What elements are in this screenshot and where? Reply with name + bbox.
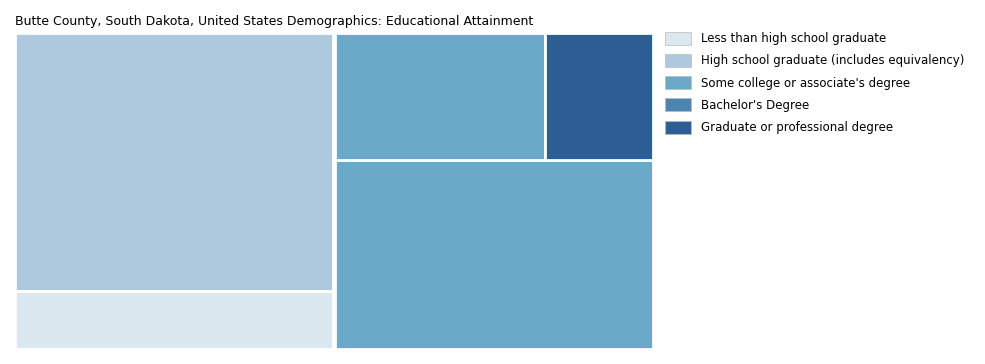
- Bar: [335, 33, 546, 159]
- Bar: [15, 33, 333, 290]
- Text: Butte County, South Dakota, United States Demographics: Educational Attainment: Butte County, South Dakota, United State…: [15, 15, 533, 28]
- Bar: [546, 33, 653, 159]
- Bar: [335, 159, 653, 349]
- Bar: [15, 290, 333, 349]
- Legend: Less than high school graduate, High school graduate (includes equivalency), Som: Less than high school graduate, High sch…: [661, 27, 969, 139]
